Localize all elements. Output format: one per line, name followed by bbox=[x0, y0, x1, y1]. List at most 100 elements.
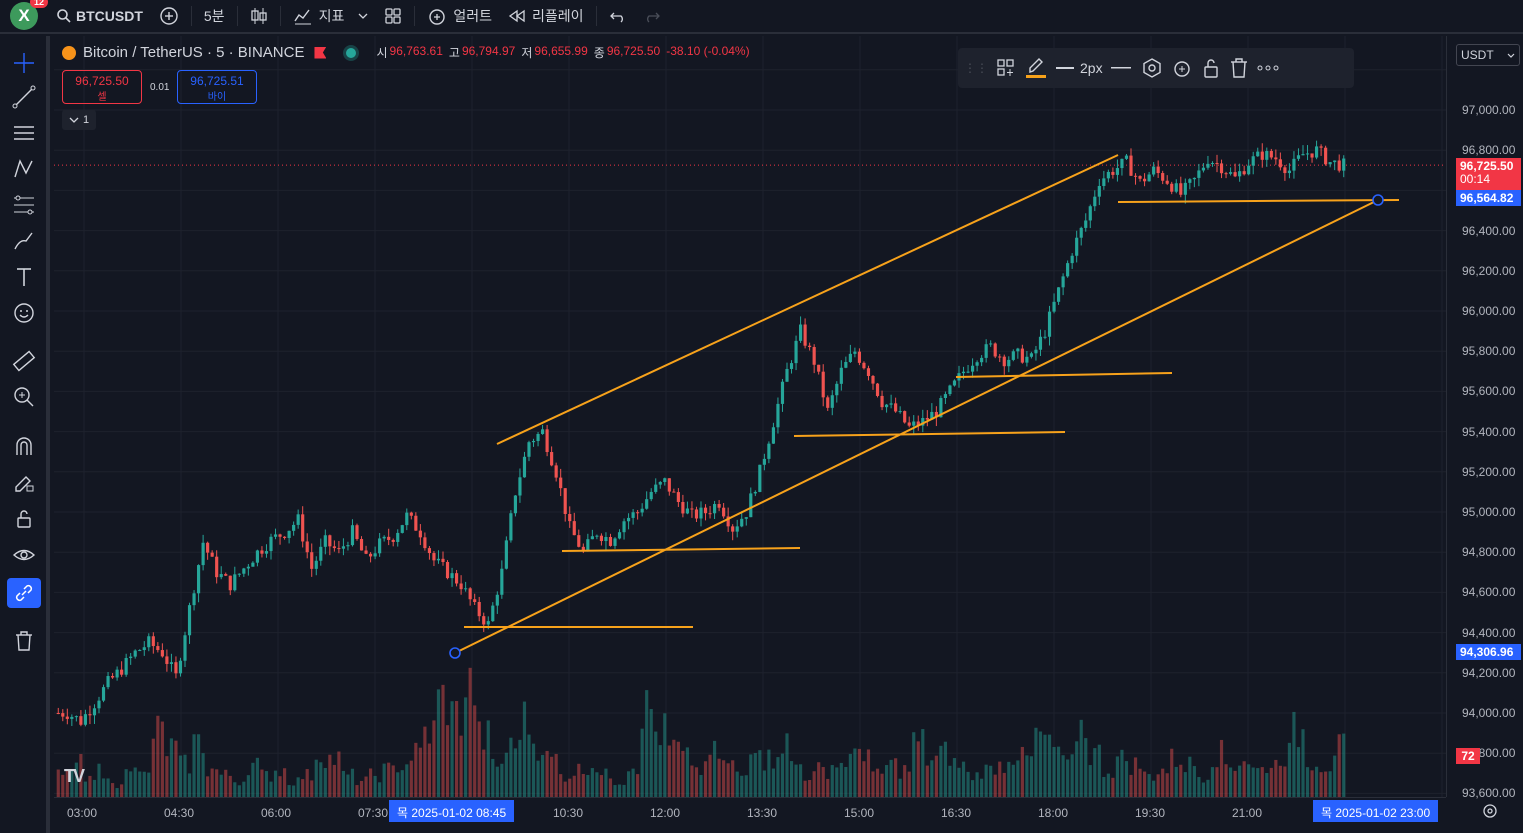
sell-button[interactable]: 96,725.50 셀 bbox=[62, 70, 142, 104]
candle-body bbox=[255, 550, 260, 563]
zoom-tool[interactable] bbox=[7, 382, 41, 412]
chart-pane[interactable] bbox=[54, 36, 1446, 797]
volume-bar bbox=[160, 721, 164, 797]
lock-drawings-tool[interactable] bbox=[7, 504, 41, 534]
fib-tool[interactable] bbox=[7, 190, 41, 220]
chart-type-button[interactable] bbox=[242, 0, 276, 33]
alarm-clock-icon bbox=[429, 9, 446, 25]
time-axis[interactable] bbox=[54, 797, 1446, 825]
candle-body bbox=[550, 452, 554, 466]
anchor-point bbox=[449, 647, 461, 659]
add-alert-button[interactable] bbox=[1171, 53, 1193, 83]
volume-bar bbox=[405, 764, 409, 797]
redo-button[interactable] bbox=[635, 0, 669, 33]
candle-body bbox=[346, 545, 350, 547]
hide-drawings-tool[interactable] bbox=[7, 540, 41, 570]
crosshair-tool[interactable] bbox=[7, 48, 41, 78]
templates-button[interactable] bbox=[996, 53, 1016, 83]
buy-button[interactable]: 96,725.51 바이 bbox=[177, 70, 257, 104]
candle-body bbox=[160, 650, 164, 657]
volume-bar bbox=[912, 732, 916, 797]
currency-select[interactable]: USDT bbox=[1456, 44, 1520, 66]
stay-in-drawing-tool[interactable] bbox=[7, 468, 41, 498]
layout-button[interactable] bbox=[376, 0, 410, 33]
line-style-button[interactable] bbox=[1110, 53, 1133, 83]
candle-body bbox=[219, 574, 223, 578]
volume-bar bbox=[1265, 772, 1269, 797]
candle-body bbox=[1034, 349, 1038, 354]
sync-drawings-tool[interactable] bbox=[7, 578, 41, 608]
candle-body bbox=[1066, 263, 1070, 277]
candle-body bbox=[735, 526, 739, 532]
volume-bar bbox=[156, 715, 160, 797]
volume-bar bbox=[753, 753, 757, 797]
legend-title[interactable]: Bitcoin / TetherUS · 5 · BINANCE bbox=[83, 44, 305, 61]
volume-bar bbox=[409, 760, 413, 797]
tradingview-logo[interactable]: TV bbox=[64, 766, 85, 786]
remove-drawings-tool[interactable] bbox=[7, 626, 41, 656]
alert-button[interactable]: 얼러트 bbox=[419, 0, 500, 33]
candle-body bbox=[776, 403, 780, 428]
change-value: -38.10 (-0.04%) bbox=[666, 44, 750, 58]
candle-body bbox=[269, 536, 273, 552]
candle-body bbox=[744, 517, 748, 519]
candle-body bbox=[844, 361, 848, 368]
volume-bar bbox=[663, 713, 667, 797]
volume-bar bbox=[640, 728, 644, 797]
candle-body bbox=[459, 583, 463, 590]
candle-body bbox=[473, 599, 477, 602]
trend-line-tool[interactable] bbox=[7, 82, 41, 112]
magnet-tool[interactable] bbox=[7, 432, 41, 462]
volume-bar bbox=[1251, 767, 1255, 797]
time-tick-label: 18:00 bbox=[1038, 806, 1069, 820]
emoji-tool[interactable] bbox=[7, 298, 41, 328]
symbol-search-button[interactable]: BTCUSDT bbox=[48, 0, 151, 33]
interval-button[interactable]: 5분 bbox=[203, 8, 225, 24]
volume-bar bbox=[871, 771, 875, 797]
lock-button[interactable] bbox=[1201, 53, 1221, 83]
settings-button[interactable] bbox=[1141, 53, 1163, 83]
volume-bar bbox=[273, 770, 278, 797]
price-chart[interactable] bbox=[54, 36, 1446, 797]
drag-handle-icon[interactable]: ⋮⋮ bbox=[964, 61, 988, 75]
candle-body bbox=[129, 656, 133, 659]
volume-bar bbox=[1337, 734, 1341, 797]
line-width-button[interactable]: 2px bbox=[1056, 53, 1103, 83]
line-color-button[interactable] bbox=[1024, 53, 1048, 83]
measure-tool[interactable] bbox=[7, 346, 41, 376]
volume-bar bbox=[491, 758, 495, 797]
volume-bar bbox=[1007, 761, 1011, 797]
flag-icon[interactable] bbox=[314, 46, 327, 59]
volume-bar bbox=[101, 778, 106, 797]
candle-body bbox=[264, 551, 269, 554]
volume-bar bbox=[622, 784, 626, 797]
text-tool[interactable] bbox=[7, 262, 41, 292]
sell-price: 96,725.50 bbox=[75, 74, 129, 88]
volume-bar bbox=[192, 734, 196, 797]
collapse-legend-button[interactable]: 1 bbox=[62, 110, 96, 130]
more-button[interactable] bbox=[1257, 53, 1279, 83]
candle-body bbox=[1342, 158, 1346, 171]
delete-button[interactable] bbox=[1229, 53, 1249, 83]
user-avatar[interactable]: X 12 bbox=[10, 0, 48, 30]
line-price-tag-bottom: 94,306.96 bbox=[1456, 644, 1521, 660]
rewind-icon bbox=[508, 9, 525, 23]
volume-bar bbox=[165, 756, 169, 797]
compare-symbol-button[interactable] bbox=[151, 0, 187, 33]
candle-body bbox=[645, 499, 649, 509]
horizontal-lines-tool[interactable] bbox=[7, 118, 41, 148]
settings-gear-icon[interactable] bbox=[1482, 803, 1498, 819]
replay-button[interactable]: 리플레이 bbox=[500, 0, 592, 33]
candle-body bbox=[292, 524, 296, 531]
candle-body bbox=[88, 714, 92, 716]
indicators-button[interactable]: 지표 bbox=[285, 0, 377, 33]
volume-bar bbox=[1278, 765, 1282, 797]
candle-body bbox=[925, 418, 929, 420]
undo-button[interactable] bbox=[601, 0, 635, 33]
candle-body bbox=[246, 566, 250, 569]
volume-bar bbox=[387, 762, 391, 797]
volume-bar bbox=[952, 758, 957, 797]
pattern-tool[interactable] bbox=[7, 154, 41, 184]
brush-tool[interactable] bbox=[7, 226, 41, 256]
volume-bar bbox=[201, 753, 205, 797]
